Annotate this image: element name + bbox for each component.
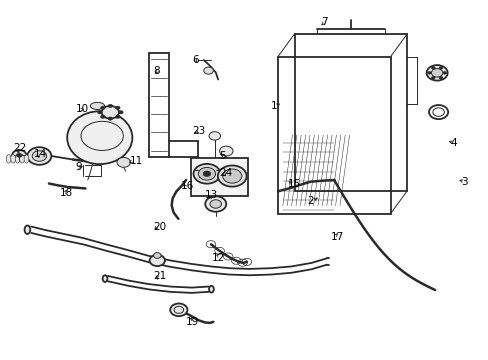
Text: 22: 22 [14, 143, 27, 153]
Circle shape [427, 71, 430, 74]
Ellipse shape [102, 275, 107, 282]
Text: 20: 20 [153, 221, 166, 231]
Circle shape [203, 171, 210, 177]
Circle shape [100, 115, 105, 118]
Circle shape [209, 200, 221, 208]
Text: 14: 14 [34, 149, 47, 158]
Text: 2: 2 [306, 196, 313, 206]
Circle shape [17, 153, 22, 157]
Circle shape [438, 67, 442, 69]
Text: 6: 6 [191, 55, 198, 65]
Ellipse shape [24, 225, 30, 234]
Text: 23: 23 [191, 126, 204, 136]
Text: 3: 3 [460, 177, 467, 187]
Text: 18: 18 [60, 188, 73, 198]
Ellipse shape [6, 154, 11, 163]
Bar [294, 33, 407, 190]
Ellipse shape [20, 154, 24, 163]
Text: 24: 24 [219, 168, 232, 178]
Text: 17: 17 [330, 232, 343, 242]
Text: 13: 13 [205, 190, 218, 200]
Circle shape [97, 111, 102, 114]
Circle shape [208, 132, 220, 140]
Circle shape [426, 65, 447, 81]
Circle shape [117, 157, 130, 167]
Text: 10: 10 [76, 104, 89, 114]
Ellipse shape [15, 154, 20, 163]
Circle shape [442, 71, 446, 74]
Text: 16: 16 [181, 181, 194, 192]
Text: 12: 12 [211, 253, 224, 262]
Circle shape [430, 69, 442, 77]
Circle shape [203, 67, 213, 74]
Bar [278, 57, 390, 213]
Circle shape [115, 106, 120, 109]
Ellipse shape [24, 154, 29, 163]
Ellipse shape [208, 286, 213, 293]
Circle shape [438, 76, 442, 79]
Bar [190, 158, 248, 196]
Circle shape [108, 117, 112, 120]
Circle shape [170, 303, 187, 316]
Circle shape [100, 106, 105, 109]
Text: 15: 15 [287, 179, 300, 189]
Text: 19: 19 [185, 317, 199, 327]
Circle shape [32, 151, 46, 161]
Circle shape [219, 146, 232, 156]
Circle shape [149, 255, 164, 266]
Text: 1: 1 [270, 101, 277, 111]
Circle shape [12, 150, 26, 161]
Ellipse shape [90, 102, 104, 109]
Circle shape [102, 106, 119, 118]
Circle shape [115, 115, 120, 118]
Circle shape [153, 253, 161, 258]
Text: 9: 9 [76, 162, 82, 172]
Text: 7: 7 [321, 17, 327, 27]
Ellipse shape [67, 111, 132, 164]
Text: 8: 8 [153, 66, 160, 76]
Text: 11: 11 [129, 156, 142, 166]
Circle shape [27, 147, 51, 165]
Circle shape [193, 164, 220, 184]
Circle shape [222, 169, 242, 183]
Text: 4: 4 [449, 138, 456, 148]
Text: 5: 5 [219, 151, 226, 161]
Circle shape [198, 167, 215, 180]
Circle shape [205, 196, 226, 212]
Circle shape [108, 104, 112, 108]
Ellipse shape [11, 154, 16, 163]
Circle shape [430, 67, 434, 69]
Circle shape [218, 166, 246, 186]
Circle shape [118, 111, 123, 114]
Text: 21: 21 [153, 271, 166, 281]
Circle shape [430, 76, 434, 79]
